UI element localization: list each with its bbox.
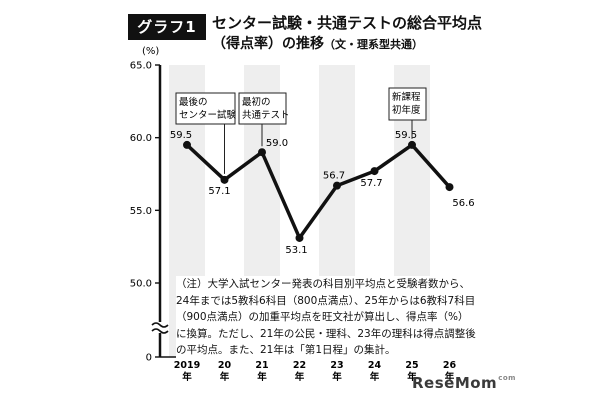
data-label: 56.7 — [323, 171, 345, 182]
x-tick-label: 2019 — [174, 360, 200, 371]
x-tick-label: 26 — [443, 360, 457, 371]
data-point — [408, 140, 416, 149]
data-label: 57.7 — [360, 178, 382, 189]
x-tick-label: 21 — [255, 360, 268, 371]
logo-suffix: com — [498, 374, 516, 382]
annotation-box — [388, 87, 427, 121]
x-tick-label-unit: 年 — [445, 371, 455, 383]
y-tick-label: 65.0 — [130, 61, 152, 72]
data-point — [258, 148, 266, 157]
x-tick-label: 23 — [330, 360, 343, 371]
annotation-text: 最初の — [242, 96, 271, 108]
data-label: 53.1 — [285, 245, 307, 256]
x-tick-label-unit: 年 — [407, 371, 417, 383]
y-tick-label: 0 — [146, 353, 152, 364]
x-tick-label-unit: 年 — [257, 371, 267, 383]
annotation-text: 共通テスト — [242, 110, 290, 121]
data-label: 56.6 — [452, 198, 474, 209]
y-tick-label: 50.0 — [130, 279, 152, 290]
resemom-logo: ReseMomcom — [412, 374, 516, 392]
annotation-box — [175, 92, 236, 125]
chart-title: センター試験・共通テストの総合平均点 — [212, 14, 483, 32]
series-line — [185, 143, 451, 240]
annotation-text: センター試験 — [179, 109, 237, 121]
data-point — [333, 181, 341, 190]
annotation-text: 新課程 — [392, 91, 421, 103]
x-tick-label: 22 — [293, 360, 306, 371]
x-tick-label-unit: 年 — [370, 371, 380, 383]
footnote: （注）大学入試センター発表の科目別平均点と受験者数から、24年までは5教科6科目… — [176, 276, 478, 359]
annotation-text: 最後の — [179, 96, 208, 108]
x-tick-label: 24 — [368, 360, 382, 371]
x-tick-label-unit: 年 — [295, 371, 305, 383]
chart-title-line2: （得点率）の推移（文・理系型共通） — [212, 33, 423, 53]
data-point — [445, 183, 454, 192]
axis-break-mark — [151, 322, 169, 328]
chart-title-main: （得点率）の推移 — [212, 36, 324, 52]
x-tick-label-unit: 年 — [182, 371, 192, 383]
data-point — [183, 140, 191, 149]
chart-title-sub: （文・理系型共通） — [324, 38, 423, 51]
y-tick-label: 55.0 — [130, 206, 152, 217]
data-point — [295, 233, 304, 242]
x-tick-label: 20 — [218, 360, 232, 371]
x-tick-label: 25 — [405, 360, 418, 371]
data-label: 59.5 — [395, 130, 417, 141]
data-label: 59.0 — [266, 138, 288, 149]
axis-break-mark — [151, 328, 169, 334]
data-label: 59.5 — [170, 130, 192, 141]
x-tick-label-unit: 年 — [332, 371, 342, 383]
data-point — [220, 175, 229, 184]
logo-text: ReseMom — [412, 374, 498, 392]
data-point — [370, 167, 379, 176]
annotation-text: 初年度 — [392, 104, 421, 116]
y-axis-unit: (%) — [142, 46, 159, 57]
graph-badge: グラフ1 — [128, 14, 206, 40]
x-tick-label-unit: 年 — [220, 371, 230, 383]
data-label: 57.1 — [208, 186, 230, 197]
annotation-box — [238, 92, 287, 125]
y-tick-label: 60.0 — [130, 133, 152, 144]
